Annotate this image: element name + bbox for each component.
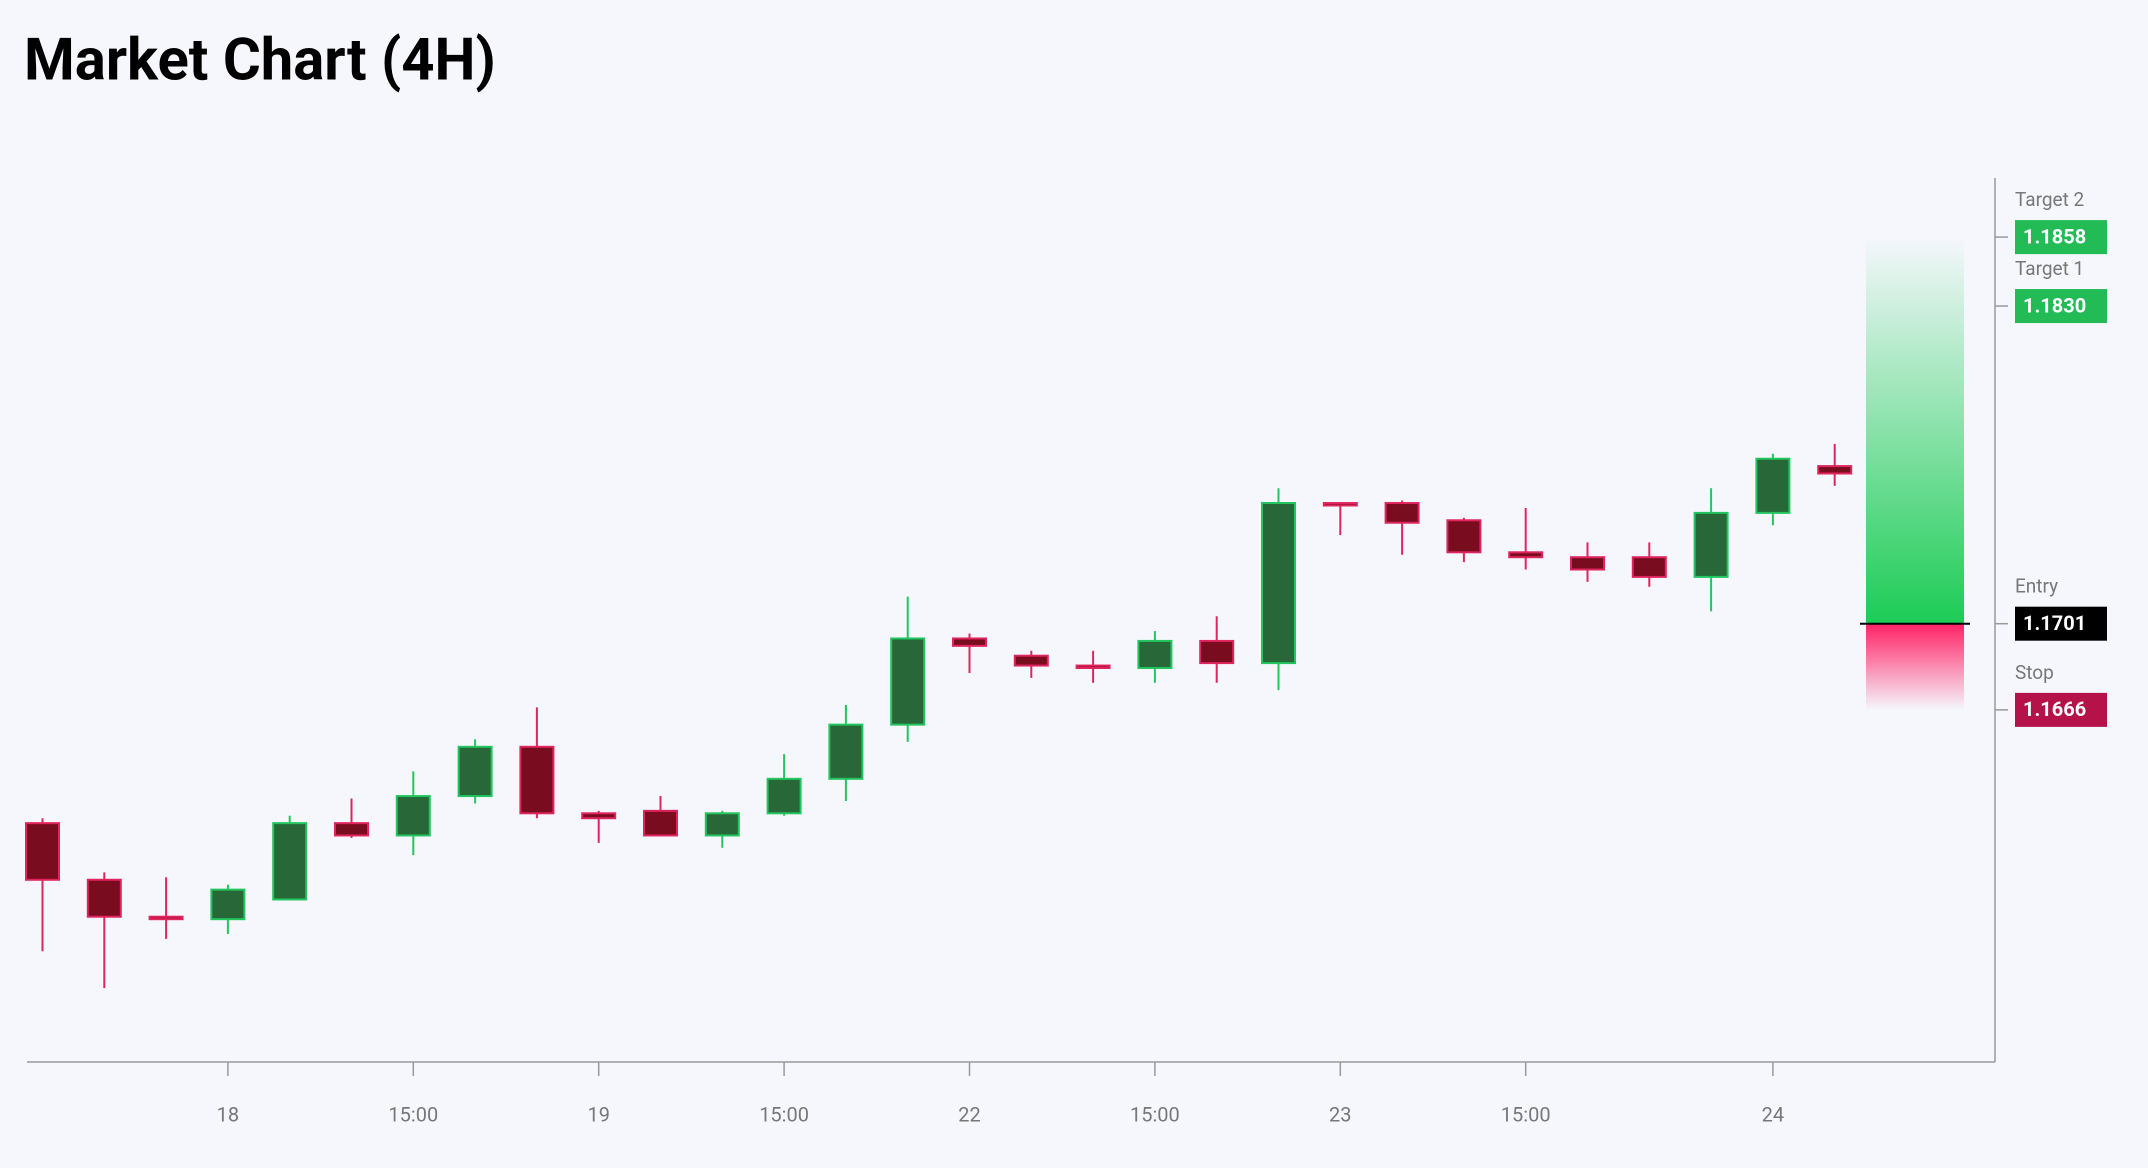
candle-body xyxy=(395,795,431,837)
candle-body xyxy=(1570,556,1605,571)
chart-title: Market Chart (4H) xyxy=(24,26,496,94)
candle-body xyxy=(1322,502,1358,507)
candle-body xyxy=(766,777,802,815)
x-tick-label: 19 xyxy=(587,1102,609,1126)
level-name: Target 1 xyxy=(2015,257,2084,280)
level-badge xyxy=(2015,692,2107,727)
candle-body xyxy=(86,878,122,918)
loss-zone xyxy=(1866,623,1964,710)
candle-body xyxy=(1013,654,1049,667)
x-tick-label: 15:00 xyxy=(759,1102,809,1126)
candle-body xyxy=(1384,502,1420,524)
candle-body xyxy=(272,822,308,901)
candle-body xyxy=(1199,639,1235,665)
level-value: 1.1858 xyxy=(2023,224,2086,248)
level-name: Target 2 xyxy=(2015,188,2084,211)
candle-body xyxy=(952,637,987,647)
x-tick-label: 22 xyxy=(958,1102,980,1126)
candle-body xyxy=(1631,556,1667,578)
candle-body xyxy=(1137,639,1173,670)
level-badge xyxy=(2015,606,2107,641)
level-badge xyxy=(2015,220,2107,255)
level-name: Entry xyxy=(2015,575,2058,598)
level-name: Stop xyxy=(2015,661,2054,684)
candle-body xyxy=(581,812,617,820)
candle-body xyxy=(148,915,184,921)
candle-body xyxy=(457,745,493,798)
candle-body xyxy=(1075,664,1111,670)
candle-body xyxy=(1261,502,1296,665)
candle-body xyxy=(210,888,246,921)
level-value: 1.1701 xyxy=(2023,611,2086,635)
candle-body xyxy=(704,812,740,837)
candle-body xyxy=(828,723,864,780)
candle-body xyxy=(1446,519,1482,554)
level-value: 1.1666 xyxy=(2023,697,2086,721)
level-value: 1.1830 xyxy=(2023,293,2086,317)
candle-body xyxy=(334,822,369,837)
x-tick-label: 15:00 xyxy=(388,1102,438,1126)
level-badge xyxy=(2015,289,2107,324)
x-tick-label: 15:00 xyxy=(1501,1102,1551,1126)
candle-body xyxy=(643,809,678,837)
candle-body xyxy=(1693,511,1729,578)
x-tick-label: 24 xyxy=(1762,1102,1784,1126)
x-tick-label: 15:00 xyxy=(1130,1102,1180,1126)
candle-body xyxy=(1755,457,1791,514)
profit-zone xyxy=(1866,237,1964,624)
candle-body xyxy=(25,822,60,881)
candle-body xyxy=(1817,465,1853,475)
candle-body xyxy=(519,745,555,815)
x-tick-label: 23 xyxy=(1329,1102,1351,1126)
candle-body xyxy=(890,637,926,726)
candle-body xyxy=(1508,551,1544,559)
x-tick-label: 18 xyxy=(217,1102,239,1126)
